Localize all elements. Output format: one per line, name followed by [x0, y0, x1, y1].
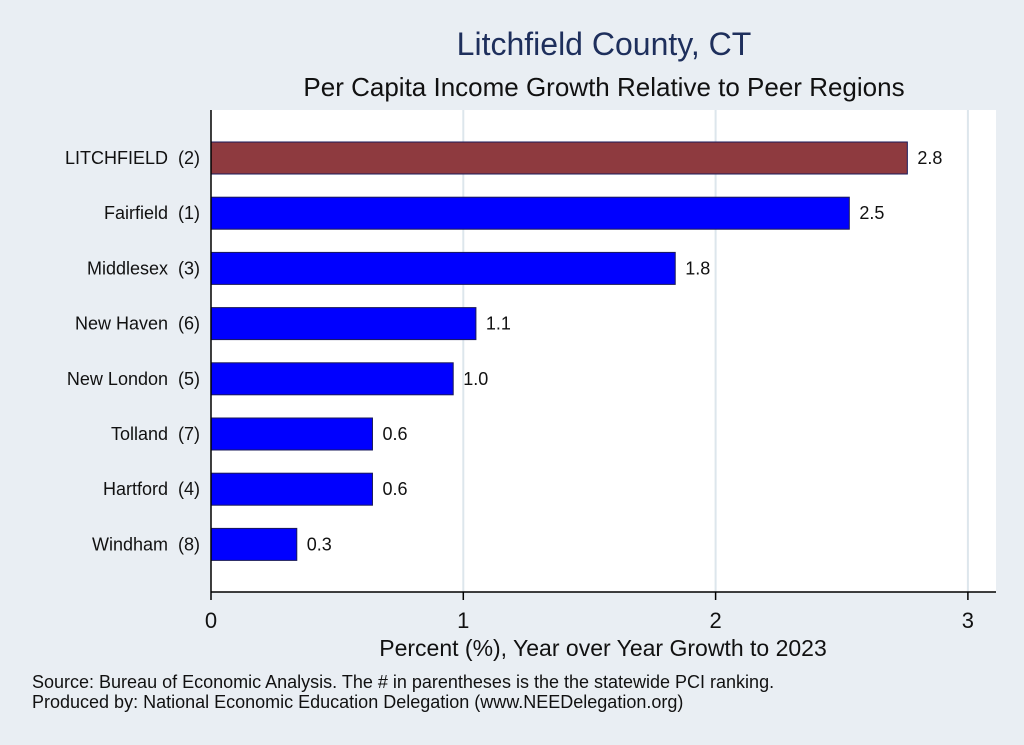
chart-title: Litchfield County, CT — [456, 26, 752, 62]
category-label: LITCHFIELD (2) — [65, 148, 200, 168]
category-label: Middlesex (3) — [87, 258, 200, 278]
bar — [210, 417, 373, 451]
x-axis-title: Percent (%), Year over Year Growth to 20… — [379, 635, 827, 661]
value-label: 2.5 — [859, 203, 884, 223]
value-label: 0.3 — [307, 534, 332, 554]
category-label: Windham (8) — [92, 534, 200, 554]
x-tick-label: 2 — [709, 608, 721, 633]
producer-note: Produced by: National Economic Education… — [32, 692, 684, 712]
category-label: New London (5) — [67, 369, 200, 389]
chart-subtitle: Per Capita Income Growth Relative to Pee… — [303, 72, 905, 102]
source-note: Source: Bureau of Economic Analysis. The… — [32, 672, 775, 692]
bar — [210, 362, 454, 396]
category-label: Hartford (4) — [103, 479, 200, 499]
value-label: 1.8 — [685, 258, 710, 278]
bar — [210, 307, 477, 341]
bar — [210, 196, 850, 230]
bar — [210, 527, 298, 561]
category-label: Tolland (7) — [111, 424, 200, 444]
value-label: 1.1 — [486, 314, 511, 334]
bar — [210, 141, 908, 175]
value-label: 2.8 — [917, 148, 942, 168]
value-label: 0.6 — [382, 424, 407, 444]
category-label: New Haven (6) — [75, 314, 200, 334]
bar — [210, 472, 373, 506]
x-tick-label: 3 — [962, 608, 974, 633]
value-label: 1.0 — [463, 369, 488, 389]
x-tick-label: 1 — [457, 608, 469, 633]
bar — [210, 251, 676, 285]
category-label: Fairfield (1) — [104, 203, 200, 223]
x-tick-label: 0 — [205, 608, 217, 633]
value-label: 0.6 — [382, 479, 407, 499]
plot-area — [211, 110, 996, 592]
